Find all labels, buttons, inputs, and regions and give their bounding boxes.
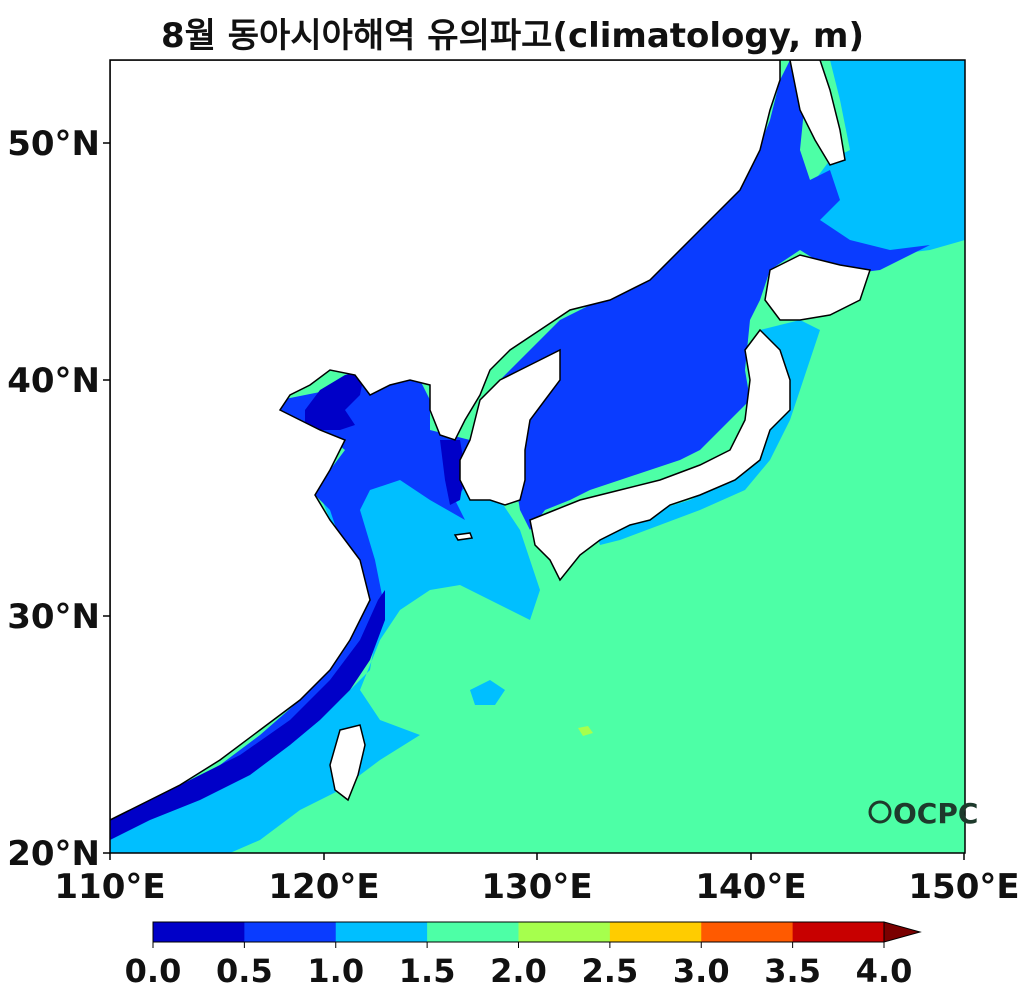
colorbar-tick-label: 3.0 — [673, 952, 730, 990]
band-0.0-0.5-bohai — [305, 370, 365, 430]
band-0.0-0.5-south-china-coast — [110, 590, 385, 840]
colorbar: 0.0 0.5 1.0 1.5 2.0 2.5 3.0 3.5 4.0 — [125, 921, 922, 990]
lon-tick-labels: 110°E 120°E 130°E 140°E 150°E — [54, 867, 1019, 907]
band-0.5-1.0-east-sea — [500, 60, 930, 530]
land-korea — [459, 348, 561, 506]
land-china — [110, 60, 781, 821]
wave-height-field — [110, 60, 965, 853]
lat-tick-label: 30°N — [7, 597, 100, 637]
land-japan — [529, 328, 791, 582]
land-sakhalin — [789, 60, 846, 166]
colorbar-segment — [244, 922, 337, 942]
lon-tick-label: 120°E — [268, 867, 379, 907]
land-hokkaido — [764, 254, 871, 321]
colorbar-tick-label: 2.5 — [582, 952, 639, 990]
band-0.0-0.5-korea-west — [440, 440, 465, 505]
band-2.0-2.5-patch — [578, 726, 593, 736]
lon-tick-label: 140°E — [695, 867, 806, 907]
colorbar-segment — [701, 922, 794, 942]
colorbar-tick-label: 1.0 — [307, 952, 364, 990]
lon-tick-label: 110°E — [54, 867, 165, 907]
colorbar-segment — [609, 922, 702, 942]
colorbar-tick-label: 0.0 — [125, 952, 182, 990]
colorbar-tick-label: 3.5 — [764, 952, 821, 990]
tick-marks — [103, 142, 965, 860]
colorbar-segment — [518, 922, 611, 942]
colorbar-segment — [427, 922, 519, 942]
colorbar-tick-label: 1.5 — [399, 952, 456, 990]
colorbar-tick-label: 2.0 — [490, 952, 547, 990]
band-1.0-1.5-north-pacific — [800, 60, 965, 255]
colorbar-segment — [153, 922, 245, 942]
lat-tick-label: 40°N — [7, 361, 100, 401]
ocpc-logo: OCPC — [868, 797, 978, 830]
lat-tick-labels: 20°N 30°N 40°N 50°N — [7, 124, 100, 874]
lon-tick-label: 130°E — [481, 867, 592, 907]
band-1.0-1.5-ecs — [110, 465, 540, 853]
colorbar-extend-arrow — [883, 921, 922, 943]
ocpc-logo-icon — [868, 800, 892, 824]
ocpc-logo-text: OCPC — [893, 797, 978, 830]
map-title: 8월 동아시아해역 유의파고(climatology, m) — [161, 16, 864, 56]
colorbar-segment — [792, 922, 885, 942]
land-jeju — [453, 532, 474, 541]
lat-tick-label: 50°N — [7, 124, 100, 164]
colorbar-tick-label: 0.5 — [216, 952, 273, 990]
band-1.0-1.5-okinawa — [470, 680, 505, 705]
colorbar-segment — [335, 922, 428, 942]
band-0.5-1.0-yellow-sea — [110, 370, 470, 835]
colorbar-tick-label: 4.0 — [856, 952, 913, 990]
land-taiwan — [329, 724, 366, 802]
lat-tick-label: 20°N — [7, 834, 100, 874]
lon-tick-label: 150°E — [908, 867, 1019, 907]
